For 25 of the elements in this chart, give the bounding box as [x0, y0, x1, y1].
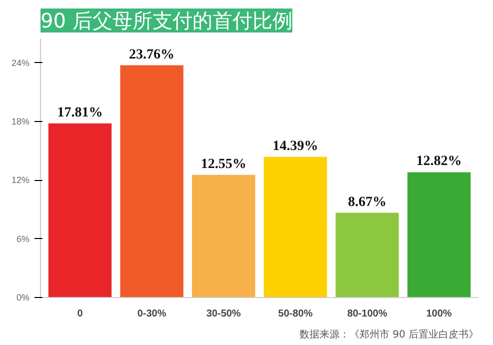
y-tick-label: 18% [11, 116, 30, 127]
bar [120, 65, 184, 298]
bar [407, 172, 471, 298]
data-label: 17.81% [57, 105, 103, 120]
bar [336, 212, 399, 298]
bar [48, 123, 112, 298]
data-label: 12.82% [416, 154, 462, 170]
x-tick-label: 0-30% [137, 308, 166, 320]
chart-title: 90 后父母所支付的首付比例 [40, 8, 292, 32]
bar [264, 156, 327, 298]
y-tick-label: 24% [11, 58, 30, 68]
source-note: 数据来源：《郑州市 90 后置业白皮书》 [299, 328, 479, 340]
x-tick-label: 50-80% [278, 308, 313, 320]
x-tick-label: 80-100% [347, 308, 388, 320]
x-tick-label: 0 [77, 308, 84, 320]
y-tick-label: 6% [16, 234, 30, 244]
data-label: 14.39% [272, 138, 318, 154]
y-tick-label: 12% [11, 175, 30, 186]
data-label: 12.55% [200, 156, 246, 172]
bar [192, 174, 256, 298]
x-tick-label: 100% [426, 308, 452, 320]
y-tick-label: 0% [16, 292, 30, 302]
data-label: 23.76% [129, 47, 175, 62]
data-label: 8.67% [348, 194, 386, 210]
x-tick-label: 30-50% [206, 308, 241, 320]
